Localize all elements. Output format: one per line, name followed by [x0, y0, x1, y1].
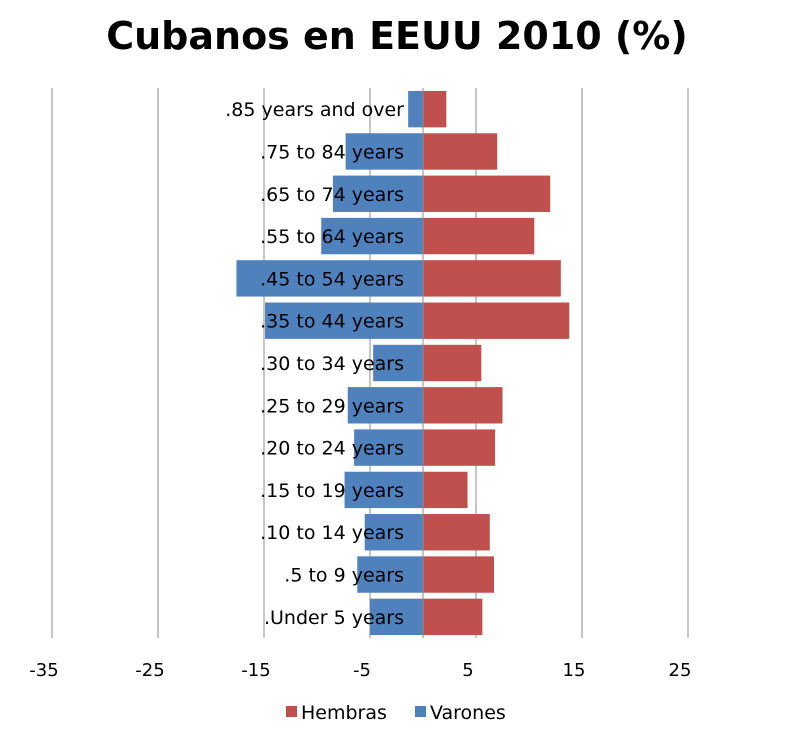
legend-swatch-varones: [415, 706, 426, 717]
bar-hembras-0: [423, 90, 447, 128]
category-label-1: .75 to 84 years: [260, 141, 404, 163]
legend-label-hembras: Hembras: [301, 702, 387, 724]
bar-hembras-1: [423, 133, 498, 170]
bar-hembras-4: [423, 260, 561, 297]
bar-varones-9: [344, 471, 423, 509]
x-tick-label-6: 25: [669, 660, 692, 681]
bar-varones-7: [347, 387, 423, 424]
legend-swatch-hembras: [286, 706, 297, 717]
bar-varones-0: [408, 90, 423, 128]
bar-varones-12: [370, 598, 423, 636]
bar-hembras-5: [423, 302, 570, 339]
category-label-0: .85 years and over: [225, 99, 404, 121]
bar-hembras-11: [423, 556, 495, 593]
bar-hembras-8: [423, 429, 496, 466]
x-tick-label-1: -25: [135, 660, 164, 681]
bar-varones-2: [332, 175, 423, 212]
bar-varones-8: [354, 429, 423, 466]
category-label-10: .10 to 14 years: [260, 522, 404, 544]
category-label-12: .Under 5 years: [264, 607, 404, 629]
category-label-6: .30 to 34 years: [260, 353, 404, 375]
category-label-3: .55 to 64 years: [260, 226, 404, 248]
category-label-2: .65 to 74 years: [260, 184, 404, 206]
x-tick-label-0: -35: [29, 660, 58, 681]
bar-hembras-12: [423, 598, 483, 636]
bar-hembras-2: [423, 175, 551, 212]
bar-varones-10: [364, 514, 423, 551]
category-label-7: .25 to 29 years: [260, 395, 404, 417]
bar-hembras-3: [423, 217, 535, 255]
category-label-8: .20 to 24 years: [260, 438, 404, 460]
bar-hembras-9: [423, 471, 468, 509]
x-tick-label-3: -5: [353, 660, 371, 681]
x-axis-ticks: -35 -25 -15 -5 5 15 25: [29, 660, 691, 681]
x-tick-label-4: 5: [462, 660, 473, 681]
bar-varones-11: [357, 556, 423, 593]
bar-varones-4: [236, 260, 423, 297]
category-label-11: .5 to 9 years: [284, 565, 404, 587]
bar-varones-3: [321, 217, 423, 255]
category-label-9: .15 to 19 years: [260, 480, 404, 502]
bar-varones-5: [265, 302, 423, 339]
bar-hembras-7: [423, 387, 503, 424]
x-tick-label-5: 15: [563, 660, 586, 681]
category-label-4: .45 to 54 years: [260, 268, 404, 290]
bar-varones-1: [345, 133, 423, 170]
legend: Hembras Varones: [286, 702, 506, 724]
bars-group: [236, 88, 570, 638]
bar-hembras-10: [423, 514, 490, 551]
chart-title: Cubanos en EEUU 2010 (%): [106, 14, 688, 58]
legend-label-varones: Varones: [430, 702, 506, 724]
bar-varones-6: [373, 344, 423, 382]
category-label-5: .35 to 44 years: [260, 311, 404, 333]
category-labels: .85 years and over .75 to 84 years .65 to …: [225, 99, 404, 629]
x-tick-label-2: -15: [241, 660, 270, 681]
bar-hembras-6: [423, 344, 482, 382]
